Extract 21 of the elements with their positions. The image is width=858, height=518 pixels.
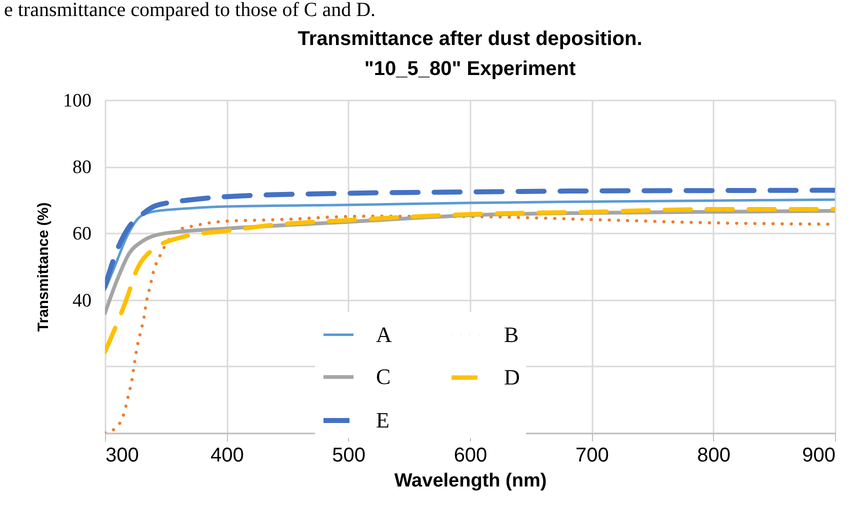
legend-label: E — [376, 408, 390, 432]
y-tick-label: 100 — [63, 90, 92, 112]
y-tick-label: 40 — [72, 290, 92, 312]
x-tick-label: 600 — [454, 444, 488, 466]
y-tick-label: 80 — [72, 157, 92, 178]
x-tick-label: 400 — [210, 444, 244, 466]
y-axis-title: Transmittance (%) — [35, 202, 52, 332]
legend-label: C — [376, 364, 391, 389]
x-tick-label: 800 — [697, 444, 731, 466]
line-series — [105, 207, 835, 354]
legend-label: B — [504, 322, 519, 347]
legend-label: A — [376, 322, 392, 347]
x-tick-label: 700 — [575, 444, 609, 466]
x-tick-label: 300 — [106, 444, 139, 466]
x-axis-title: Wavelength (nm) — [394, 470, 547, 492]
legend-label: D — [504, 364, 520, 390]
chart-title: Transmittance after dust deposition. "10_5_80" Experiment — [298, 28, 642, 80]
text: e transmittance compared to those of C and D. — [4, 0, 376, 21]
x-tick-label: 900 — [802, 444, 836, 466]
y-tick-label: 60 — [72, 224, 92, 245]
x-tick-label: 500 — [332, 444, 366, 466]
